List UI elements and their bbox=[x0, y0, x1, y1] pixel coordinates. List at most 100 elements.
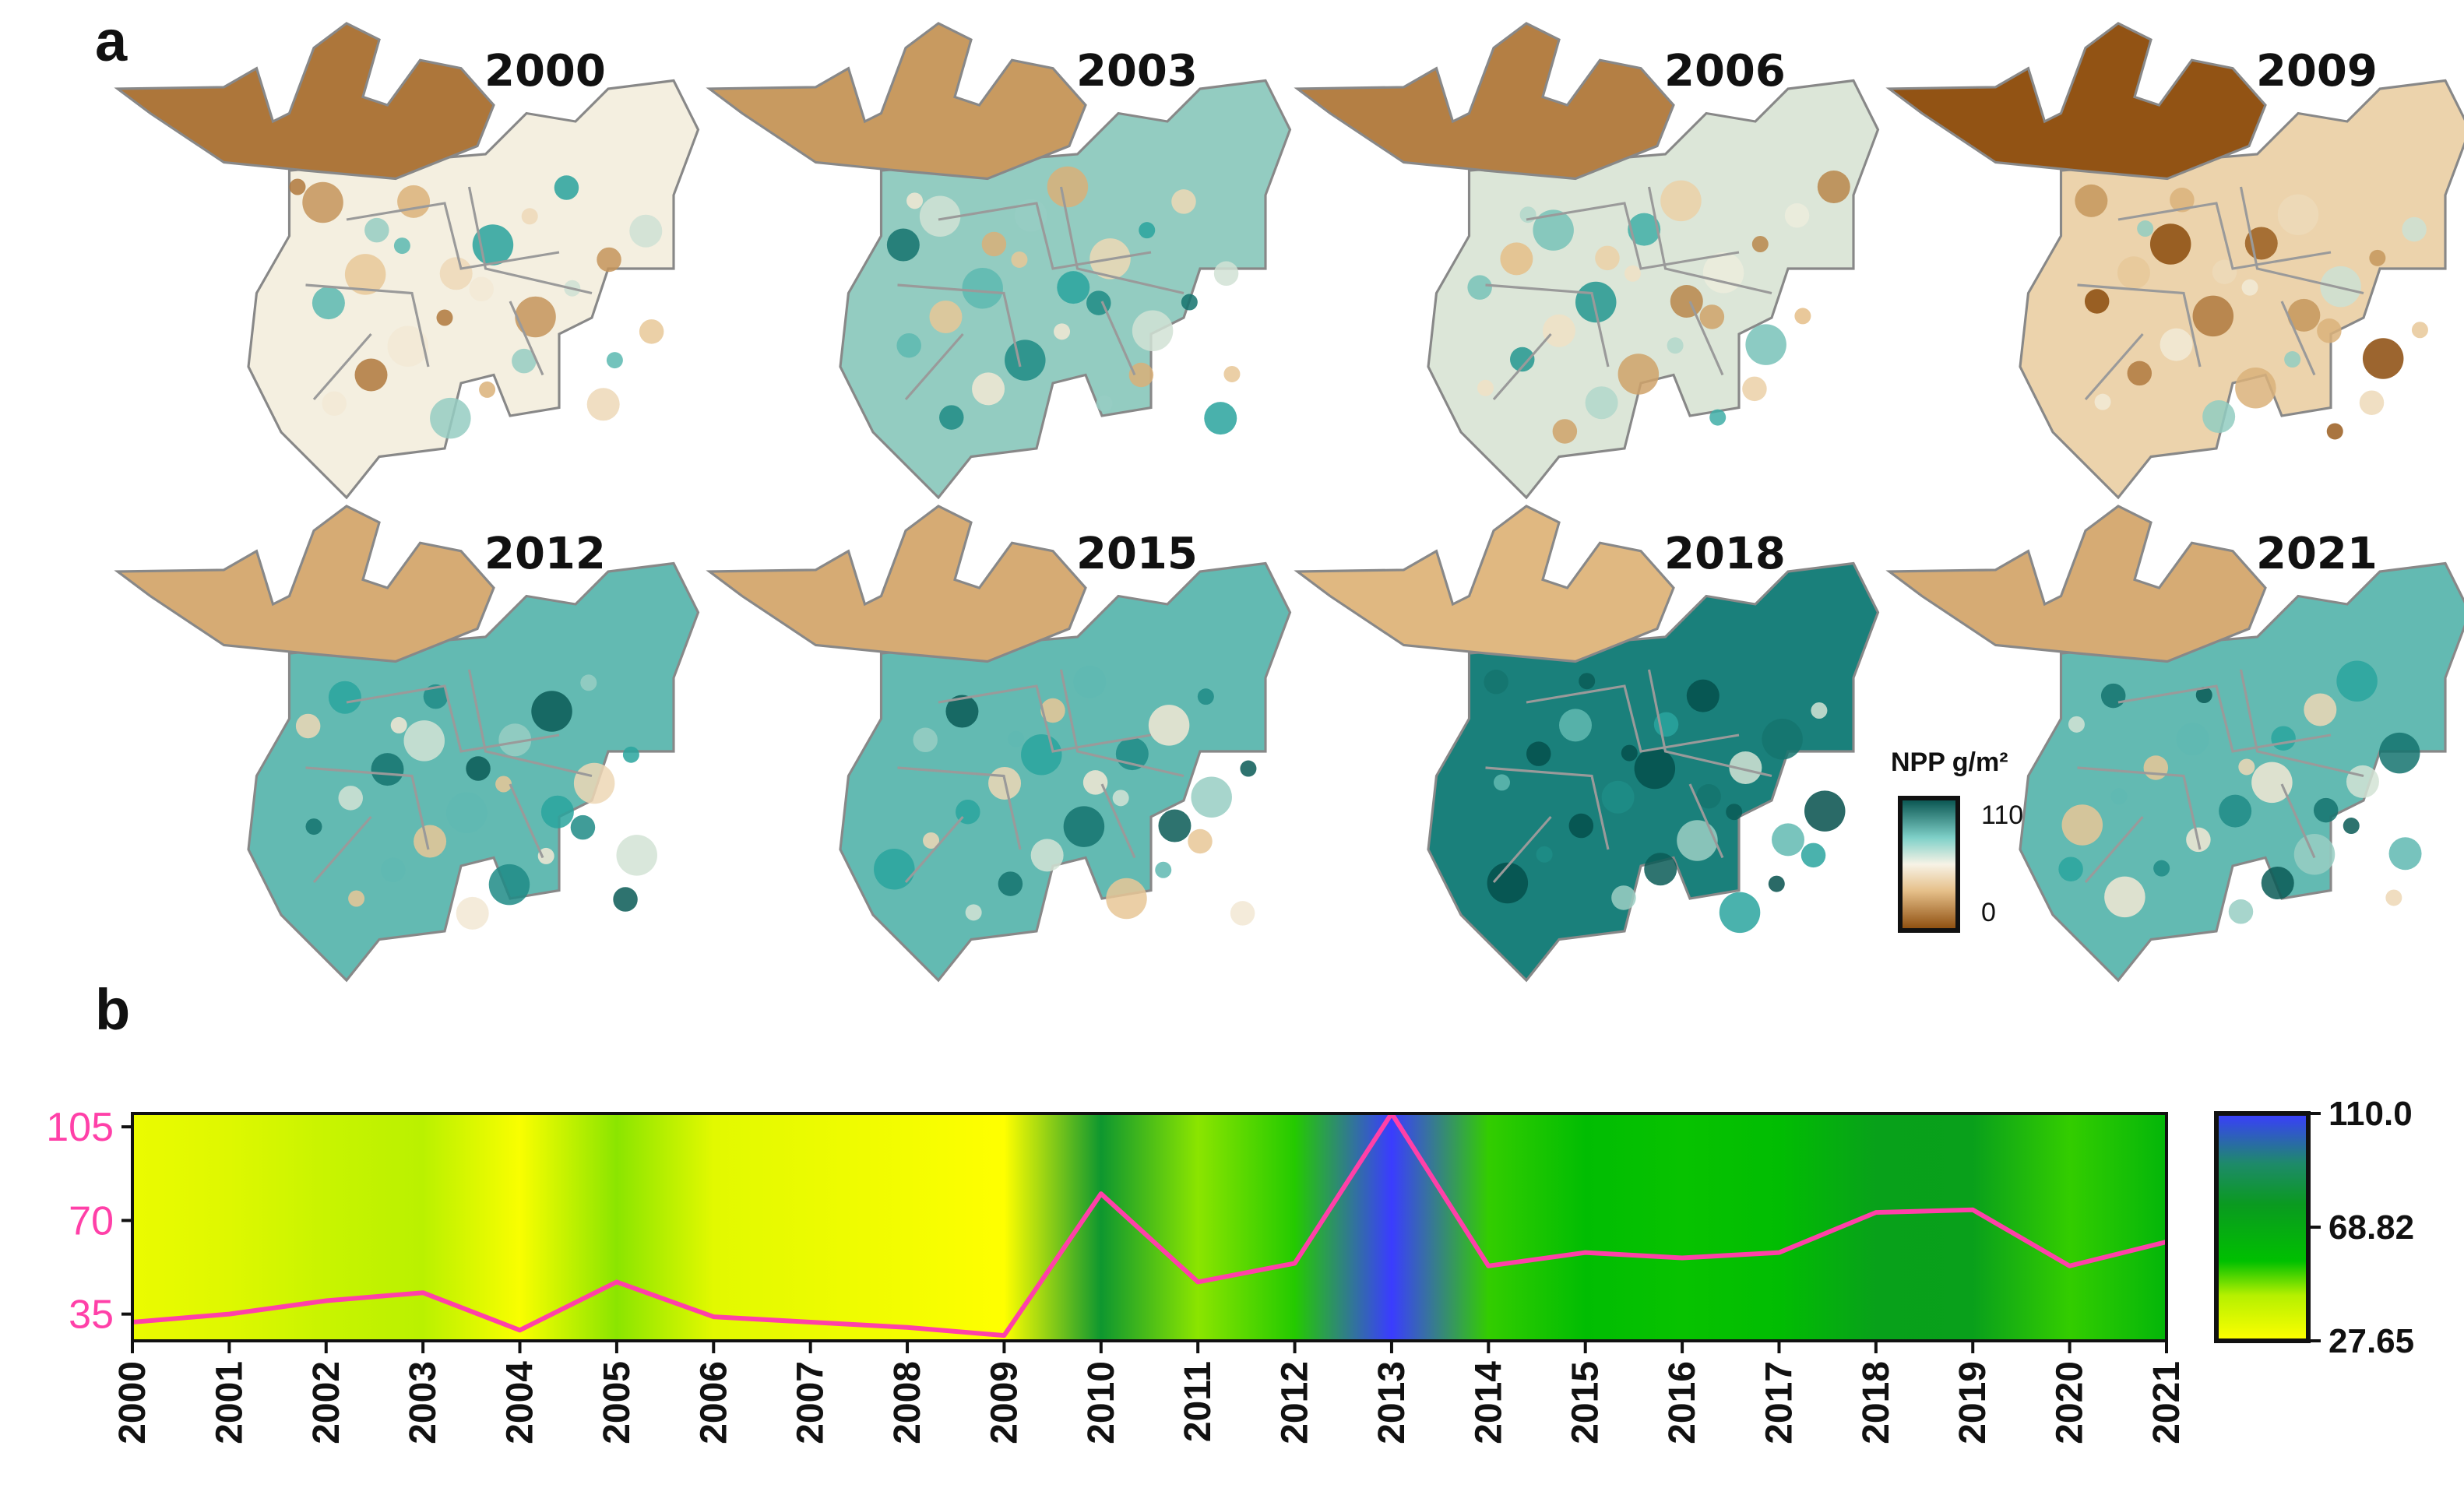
npp-point bbox=[1874, 1211, 1878, 1215]
map-pixel-cluster bbox=[430, 397, 471, 439]
map-boundaries bbox=[2077, 186, 2364, 401]
map-pixel-cluster bbox=[606, 352, 623, 369]
map-pixel-cluster bbox=[919, 195, 961, 237]
x-tick-label: 2012 bbox=[1275, 1361, 1316, 1444]
map-farmland-region bbox=[839, 561, 1292, 983]
map-pixel-cluster bbox=[1628, 213, 1661, 246]
map-farmland-region bbox=[1427, 79, 1880, 500]
map-pixel-cluster bbox=[1817, 170, 1850, 203]
map-year-label: 2009 bbox=[2256, 46, 2378, 97]
map-pixel-cluster bbox=[295, 713, 321, 739]
map-pixel-cluster bbox=[874, 848, 915, 890]
map-pixel-cluster bbox=[1128, 362, 1154, 388]
map-pixel-cluster bbox=[2277, 194, 2319, 235]
y-axis: 35 70 105 bbox=[46, 1105, 132, 1338]
map-year-label: 2006 bbox=[1664, 46, 1786, 97]
map-pixel-cluster bbox=[1719, 892, 1761, 934]
map-pixel-cluster bbox=[913, 727, 938, 753]
colorbar-tick-label: 27.65 bbox=[2328, 1322, 2414, 1360]
map-pixel-cluster bbox=[1096, 395, 1113, 412]
map-northern-region bbox=[1885, 22, 2267, 181]
map-pixel-cluster bbox=[962, 267, 1003, 309]
x-tick-label: 2001 bbox=[209, 1361, 250, 1444]
map-pixel-cluster bbox=[1500, 242, 1533, 276]
map-pixel-cluster bbox=[1171, 189, 1196, 214]
map-pixel-cluster bbox=[981, 231, 1007, 257]
map-pixel-cluster bbox=[1768, 875, 1785, 892]
map-pixel-cluster bbox=[2219, 794, 2252, 828]
map-pixel-cluster bbox=[2293, 834, 2336, 875]
map-pixel-cluster bbox=[2212, 259, 2237, 284]
map-pixel-cluster bbox=[1670, 285, 1703, 318]
map-pixel-cluster bbox=[1709, 409, 1727, 426]
map-pixel-cluster bbox=[1543, 314, 1575, 347]
map-pixel-cluster bbox=[403, 720, 445, 762]
map-pixel-cluster bbox=[2235, 368, 2276, 409]
map-pixel-cluster bbox=[2238, 758, 2255, 776]
x-tick-label: 2018 bbox=[1856, 1361, 1897, 1444]
map-pixel-cluster bbox=[2084, 289, 2110, 314]
npp-series-line bbox=[132, 1113, 2167, 1338]
map-pixel-cluster bbox=[2343, 818, 2360, 835]
map-pixel-cluster bbox=[2058, 857, 2083, 881]
map-pixel-cluster bbox=[1054, 323, 1071, 340]
map-pixel-cluster bbox=[1005, 339, 1046, 381]
map-pixel-cluster bbox=[1030, 839, 1064, 872]
map-pixel-cluster bbox=[312, 287, 345, 320]
npp-point bbox=[1293, 1261, 1297, 1265]
map-pixel-cluster bbox=[397, 185, 431, 218]
map-pixel-cluster bbox=[1804, 790, 1846, 832]
map-pixel-cluster bbox=[1559, 709, 1592, 742]
x-tick-label: 2009 bbox=[984, 1361, 1025, 1444]
map-pixel-cluster bbox=[2359, 390, 2385, 415]
map-tile bbox=[114, 22, 700, 500]
npp-point bbox=[324, 1299, 328, 1303]
map-pixel-cluster bbox=[2313, 797, 2339, 823]
map-pixel-cluster bbox=[2388, 837, 2422, 871]
map-pixel-cluster bbox=[1011, 251, 1028, 268]
map-pixel-cluster bbox=[1230, 901, 1255, 926]
map-tile bbox=[1885, 22, 2464, 500]
map-pixel-cluster bbox=[1014, 199, 1047, 232]
npp-legend-max: 110 bbox=[1981, 800, 2023, 830]
map-pixel-cluster bbox=[929, 300, 963, 333]
map-year-label: 2000 bbox=[484, 46, 606, 97]
colorbar-gradient bbox=[2214, 1111, 2311, 1343]
map-tile bbox=[1294, 22, 1880, 500]
npp-point bbox=[1971, 1208, 1975, 1212]
map-pixel-cluster bbox=[1082, 770, 1108, 795]
map-pixel-cluster bbox=[2137, 220, 2154, 237]
npp-point bbox=[2068, 1264, 2072, 1268]
map-pixel-cluster bbox=[1533, 209, 1574, 251]
map-pixel-cluster bbox=[939, 405, 964, 430]
map-pixel-cluster bbox=[1552, 419, 1578, 444]
npp-legend: NPP g/m² 110 0 bbox=[1891, 748, 2023, 933]
map-pixel-cluster bbox=[1621, 744, 1638, 762]
map-pixel-cluster bbox=[1579, 673, 1596, 690]
map-pixel-cluster bbox=[1073, 665, 1107, 698]
map-pixel-cluster bbox=[446, 792, 488, 833]
map-pixel-cluster bbox=[1213, 261, 1239, 287]
npp-point bbox=[518, 1328, 522, 1332]
map-pixel-cluster bbox=[1155, 861, 1172, 878]
map-pixel-cluster bbox=[1197, 688, 1214, 705]
map-pixel-cluster bbox=[1057, 271, 1090, 304]
map-pixel-cluster bbox=[2104, 876, 2145, 918]
map-pixel-cluster bbox=[1726, 804, 1743, 821]
map-pixel-cluster bbox=[364, 217, 389, 243]
series-layer bbox=[132, 1113, 2167, 1338]
map-pixel-cluster bbox=[629, 214, 663, 248]
map-pixel-cluster bbox=[580, 674, 597, 691]
map-pixel-cluster bbox=[2143, 755, 2169, 780]
x-tick-label: 2015 bbox=[1565, 1361, 1607, 1444]
map-northern-region bbox=[114, 22, 495, 181]
map-pixel-cluster bbox=[537, 847, 554, 864]
map-pixel-cluster bbox=[1494, 774, 1510, 791]
map-pixel-cluster bbox=[573, 762, 615, 804]
map-tile bbox=[1885, 505, 2464, 983]
map-pixel-cluster bbox=[2261, 867, 2294, 900]
map-pixel-cluster bbox=[906, 192, 924, 209]
map-tile bbox=[706, 505, 1292, 983]
npp-point bbox=[906, 1325, 910, 1329]
map-pixel-cluster bbox=[2411, 322, 2428, 339]
